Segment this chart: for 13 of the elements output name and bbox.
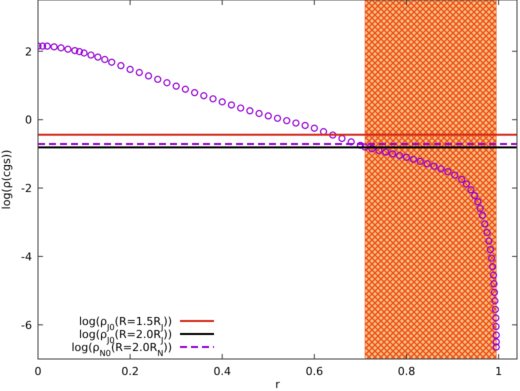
- y-tick-label: -2: [21, 182, 32, 196]
- x-tick-label: 0.6: [306, 365, 324, 378]
- x-axis-title: r: [275, 378, 280, 391]
- y-axis-title: log(ρ(cgs)): [0, 150, 13, 210]
- y-tick-label: -6: [21, 318, 32, 332]
- y-tick-label: 2: [25, 45, 32, 58]
- x-tick-label: 0.8: [398, 365, 416, 378]
- y-tick-label: 0: [25, 114, 32, 127]
- x-tick-label: 0.2: [121, 365, 139, 378]
- x-tick-label: 0: [34, 365, 42, 378]
- x-tick-label: 0.4: [213, 365, 231, 378]
- y-tick-label: -4: [21, 250, 32, 264]
- x-tick-label: 1: [495, 365, 502, 378]
